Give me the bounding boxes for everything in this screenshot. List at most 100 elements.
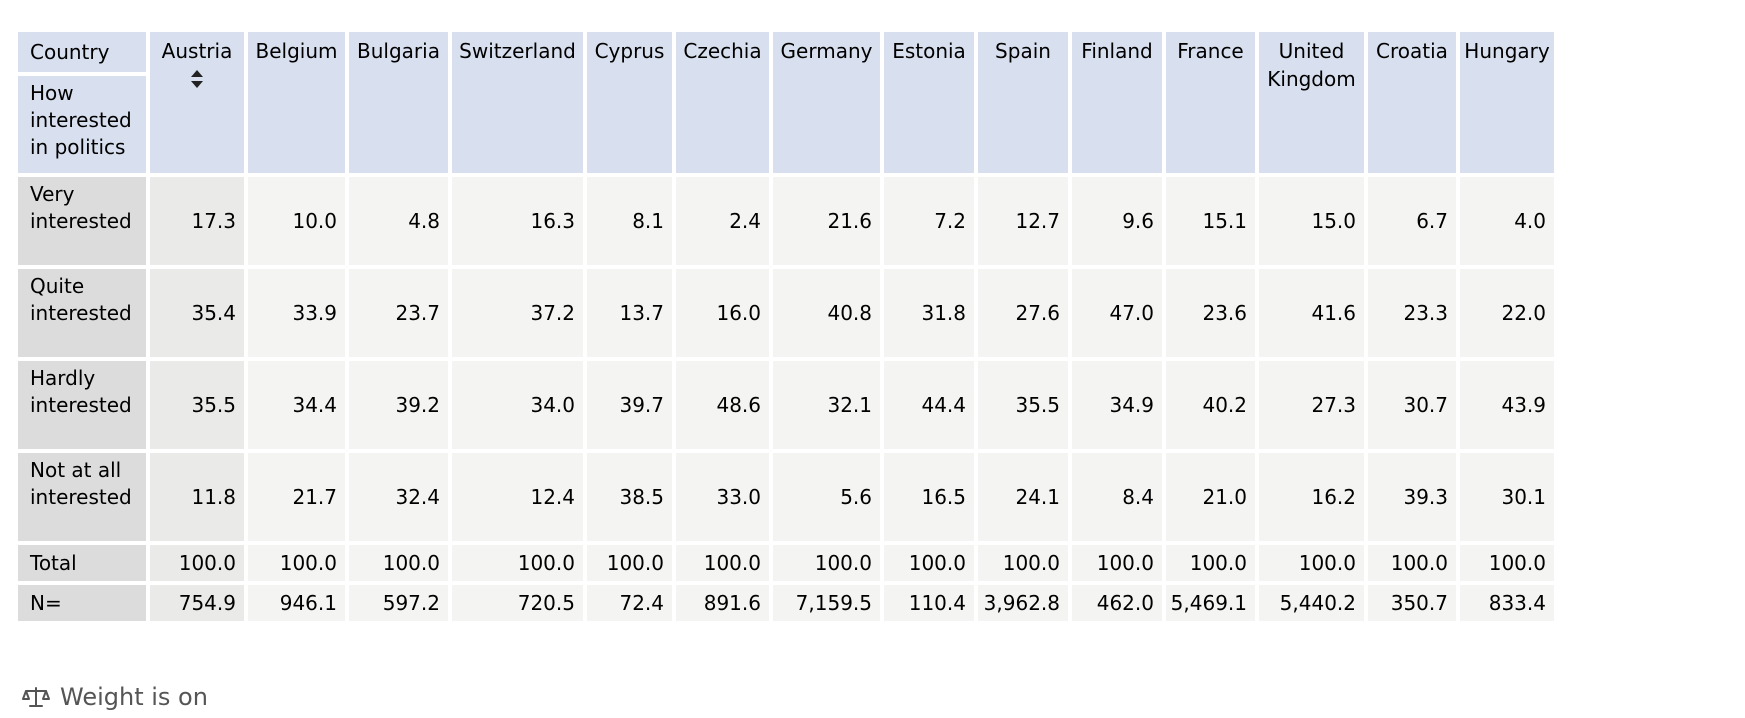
column-header-label: Estonia — [892, 39, 966, 63]
row-header: Hardly interested — [18, 361, 146, 449]
weight-status-text: Weight is on — [60, 683, 208, 711]
column-header-label: Hungary — [1464, 39, 1550, 63]
table-cell: 41.6 — [1259, 269, 1364, 357]
table-cell: 13.7 — [587, 269, 672, 357]
table-cell: 43.9 — [1460, 361, 1554, 449]
table-cell: 100.0 — [978, 545, 1068, 581]
table-cell: 17.3 — [150, 177, 244, 265]
column-header-belgium[interactable]: Belgium — [248, 32, 345, 173]
table-cell: 100.0 — [884, 545, 974, 581]
column-header-cyprus[interactable]: Cyprus — [587, 32, 672, 173]
table-cell: 12.4 — [452, 453, 583, 541]
table-cell: 47.0 — [1072, 269, 1162, 357]
table-cell: 48.6 — [676, 361, 769, 449]
table-cell: 30.1 — [1460, 453, 1554, 541]
table-row: N= 754.9 946.1 597.2 720.5 72.4 891.6 7,159.5 11… — [18, 585, 1554, 621]
table-cell: 33.0 — [676, 453, 769, 541]
table-cell: 5,440.2 — [1259, 585, 1364, 621]
table-cell: 100.0 — [1072, 545, 1162, 581]
table-cell: 22.0 — [1460, 269, 1554, 357]
table-cell: 100.0 — [349, 545, 448, 581]
column-header-label: Germany — [780, 39, 873, 63]
column-header-bulgaria[interactable]: Bulgaria — [349, 32, 448, 173]
column-header-switzerland[interactable]: Switzerland — [452, 32, 583, 173]
row-header: Not at all interested — [18, 453, 146, 541]
column-header-france[interactable]: France — [1166, 32, 1255, 173]
table-cell: 100.0 — [1368, 545, 1456, 581]
column-header-label: Switzerland — [459, 39, 576, 63]
crosstab-table-wrapper: Country Austria Belgium Bulgaria Switzerland… — [18, 32, 1554, 621]
table-cell: 100.0 — [1166, 545, 1255, 581]
table-cell: 100.0 — [773, 545, 880, 581]
table-cell: 100.0 — [150, 545, 244, 581]
table-cell: 3,962.8 — [978, 585, 1068, 621]
table-cell: 11.8 — [150, 453, 244, 541]
column-header-united-kingdom[interactable]: United Kingdom — [1259, 32, 1364, 173]
table-cell: 16.5 — [884, 453, 974, 541]
table-cell: 35.5 — [150, 361, 244, 449]
table-cell: 100.0 — [452, 545, 583, 581]
table-cell: 27.3 — [1259, 361, 1364, 449]
column-header-czechia[interactable]: Czechia — [676, 32, 769, 173]
sort-toggle-icon[interactable] — [190, 69, 204, 89]
table-cell: 100.0 — [1259, 545, 1364, 581]
column-header-label: Cyprus — [594, 39, 665, 63]
table-cell: 6.7 — [1368, 177, 1456, 265]
column-header-label: Bulgaria — [357, 39, 440, 63]
table-cell: 39.7 — [587, 361, 672, 449]
column-header-austria[interactable]: Austria — [150, 32, 244, 173]
column-header-spain[interactable]: Spain — [978, 32, 1068, 173]
table-cell: 754.9 — [150, 585, 244, 621]
table-cell: 35.4 — [150, 269, 244, 357]
table-cell: 21.7 — [248, 453, 345, 541]
table-cell: 24.1 — [978, 453, 1068, 541]
table-cell: 39.2 — [349, 361, 448, 449]
table-row: Not at all interested 11.8 21.7 32.4 12.4 38.… — [18, 453, 1554, 541]
column-header-estonia[interactable]: Estonia — [884, 32, 974, 173]
table-cell: 7,159.5 — [773, 585, 880, 621]
table-cell: 44.4 — [884, 361, 974, 449]
table-cell: 7.2 — [884, 177, 974, 265]
column-header-label: France — [1177, 39, 1244, 63]
column-header-label: Croatia — [1376, 39, 1448, 63]
table-cell: 5,469.1 — [1166, 585, 1255, 621]
table-cell: 72.4 — [587, 585, 672, 621]
table-cell: 891.6 — [676, 585, 769, 621]
table-cell: 23.6 — [1166, 269, 1255, 357]
table-cell: 34.0 — [452, 361, 583, 449]
table-cell: 8.1 — [587, 177, 672, 265]
table-cell: 16.3 — [452, 177, 583, 265]
table-cell: 9.6 — [1072, 177, 1162, 265]
table-cell: 35.5 — [978, 361, 1068, 449]
table-row: Total 100.0 100.0 100.0 100.0 100.0 100.0 100.0… — [18, 545, 1554, 581]
table-cell: 100.0 — [1460, 545, 1554, 581]
table-cell: 946.1 — [248, 585, 345, 621]
table-cell: 110.4 — [884, 585, 974, 621]
table-cell: 16.2 — [1259, 453, 1364, 541]
table-row: Hardly interested 35.5 34.4 39.2 34.0 39.7 48.… — [18, 361, 1554, 449]
table-cell: 21.0 — [1166, 453, 1255, 541]
table-cell: 34.4 — [248, 361, 345, 449]
table-cell: 15.0 — [1259, 177, 1364, 265]
table-cell: 40.2 — [1166, 361, 1255, 449]
column-header-hungary[interactable]: Hungary — [1460, 32, 1554, 173]
table-cell: 4.0 — [1460, 177, 1554, 265]
table-cell: 27.6 — [978, 269, 1068, 357]
table-cell: 37.2 — [452, 269, 583, 357]
row-header: N= — [18, 585, 146, 621]
table-cell: 5.6 — [773, 453, 880, 541]
table-cell: 34.9 — [1072, 361, 1162, 449]
column-header-croatia[interactable]: Croatia — [1368, 32, 1456, 173]
table-row: Quite interested 35.4 33.9 23.7 37.2 13.7 16.0… — [18, 269, 1554, 357]
row-header: Quite interested — [18, 269, 146, 357]
table-cell: 833.4 — [1460, 585, 1554, 621]
table-cell: 100.0 — [676, 545, 769, 581]
row-header: Very interested — [18, 177, 146, 265]
column-header-finland[interactable]: Finland — [1072, 32, 1162, 173]
table-cell: 40.8 — [773, 269, 880, 357]
table-cell: 38.5 — [587, 453, 672, 541]
column-header-label: Austria — [161, 39, 233, 63]
column-header-germany[interactable]: Germany — [773, 32, 880, 173]
table-cell: 2.4 — [676, 177, 769, 265]
scale-icon — [22, 687, 50, 707]
